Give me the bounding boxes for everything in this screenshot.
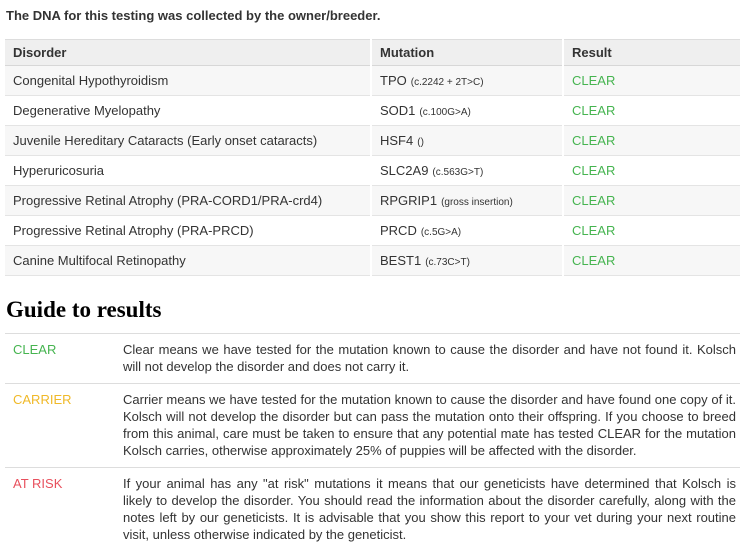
results-table-body: Congenital Hypothyroidism TPO (c.2242 + 2… [5, 65, 740, 276]
guide-label: CLEAR [13, 342, 57, 358]
gene-name: HSF4 [380, 133, 414, 148]
column-header-mutation: Mutation [370, 39, 563, 66]
gene-variant: (c.563G>T) [432, 167, 484, 178]
gene-variant: (c.100G>A) [419, 107, 471, 118]
mutation-cell: PRCD (c.5G>A) [370, 215, 563, 246]
guide-text: Clear means we have tested for the mutat… [123, 342, 736, 375]
result-value: CLEAR [572, 163, 616, 178]
result-value: CLEAR [572, 253, 616, 268]
guide-text: Carrier means we have tested for the mut… [123, 392, 736, 459]
result-cell: CLEAR [562, 155, 740, 186]
mutation-cell: SLC2A9 (c.563G>T) [370, 155, 563, 186]
result-row: Congenital Hypothyroidism TPO (c.2242 + 2… [5, 65, 740, 96]
results-table: Disorder Mutation Result Congenital Hypo… [5, 39, 740, 276]
guide-heading: Guide to results [6, 297, 162, 322]
gene-name: SOD1 [380, 103, 416, 118]
result-row: Canine Multifocal Retinopathy BEST1 (c.73… [5, 245, 740, 276]
disorder-cell: Progressive Retinal Atrophy (PRA-PRCD) [13, 223, 254, 238]
mutation-cell: RPGRIP1 (gross insertion) [370, 185, 563, 216]
result-row: Progressive Retinal Atrophy (PRA-PRCD) P… [5, 215, 740, 246]
result-row: Progressive Retinal Atrophy (PRA-CORD1/P… [5, 185, 740, 216]
guide-label: CARRIER [13, 392, 72, 408]
disorder-cell: Juvenile Hereditary Cataracts (Early ons… [5, 125, 371, 156]
mutation-cell: TPO (c.2242 + 2T>C) [370, 65, 563, 96]
result-cell: CLEAR [562, 245, 740, 276]
mutation-cell: SOD1 (c.100G>A) [370, 95, 563, 126]
gene-name: SLC2A9 [380, 163, 429, 178]
disorder-cell: Progressive Retinal Atrophy (PRA-CORD1/P… [5, 185, 371, 216]
mutation-cell: HSF4() [370, 125, 563, 156]
result-cell: CLEAR [562, 185, 740, 216]
gene-name: TPO [380, 73, 407, 88]
column-header-disorder: Disorder [5, 39, 371, 66]
result-value: CLEAR [572, 223, 616, 238]
gene-name: BEST1 [380, 253, 422, 268]
result-row: Hyperuricosuria SLC2A9 (c.563G>T) CLEAR [5, 155, 740, 186]
guide-row: CLEAR Clear means we have tested for the… [5, 333, 740, 383]
disorder-cell: Canine Multifocal Retinopathy [5, 245, 371, 276]
collection-note: The DNA for this testing was collected b… [6, 8, 381, 23]
results-header-row: Disorder Mutation Result [5, 39, 740, 66]
result-value: CLEAR [572, 103, 616, 118]
mutation-cell: BEST1 (c.73C>T) [370, 245, 563, 276]
result-row: Degenerative Myelopathy SOD1 (c.100G>A) C… [5, 95, 740, 126]
disorder-cell: Hyperuricosuria [13, 163, 105, 178]
guide-text: If your animal has any "at risk" mutatio… [123, 476, 736, 543]
guide-row: CARRIER Carrier means we have tested for… [5, 383, 740, 467]
guide-label: AT RISK [13, 476, 63, 492]
result-cell: CLEAR [562, 95, 740, 126]
gene-name: PRCD [380, 223, 417, 238]
gene-variant: (c.5G>A) [420, 227, 462, 238]
result-cell: CLEAR [562, 65, 740, 96]
result-value: CLEAR [572, 193, 616, 208]
result-cell: CLEAR [562, 215, 740, 246]
disorder-cell: Degenerative Myelopathy [13, 103, 161, 118]
gene-variant: (gross insertion) [441, 197, 513, 208]
result-value: CLEAR [572, 133, 616, 148]
gene-variant: (c.2242 + 2T>C) [410, 77, 484, 88]
gene-variant: (c.73C>T) [425, 257, 470, 268]
result-cell: CLEAR [562, 125, 740, 156]
gene-variant: () [417, 137, 424, 148]
guide-table: CLEAR Clear means we have tested for the… [5, 333, 740, 551]
column-header-result: Result [562, 39, 740, 66]
guide-row: AT RISK If your animal has any "at risk"… [5, 467, 740, 551]
result-value: CLEAR [572, 73, 616, 88]
gene-name: RPGRIP1 [380, 193, 438, 208]
result-row: Juvenile Hereditary Cataracts (Early ons… [5, 125, 740, 156]
disorder-cell: Congenital Hypothyroidism [5, 65, 371, 96]
